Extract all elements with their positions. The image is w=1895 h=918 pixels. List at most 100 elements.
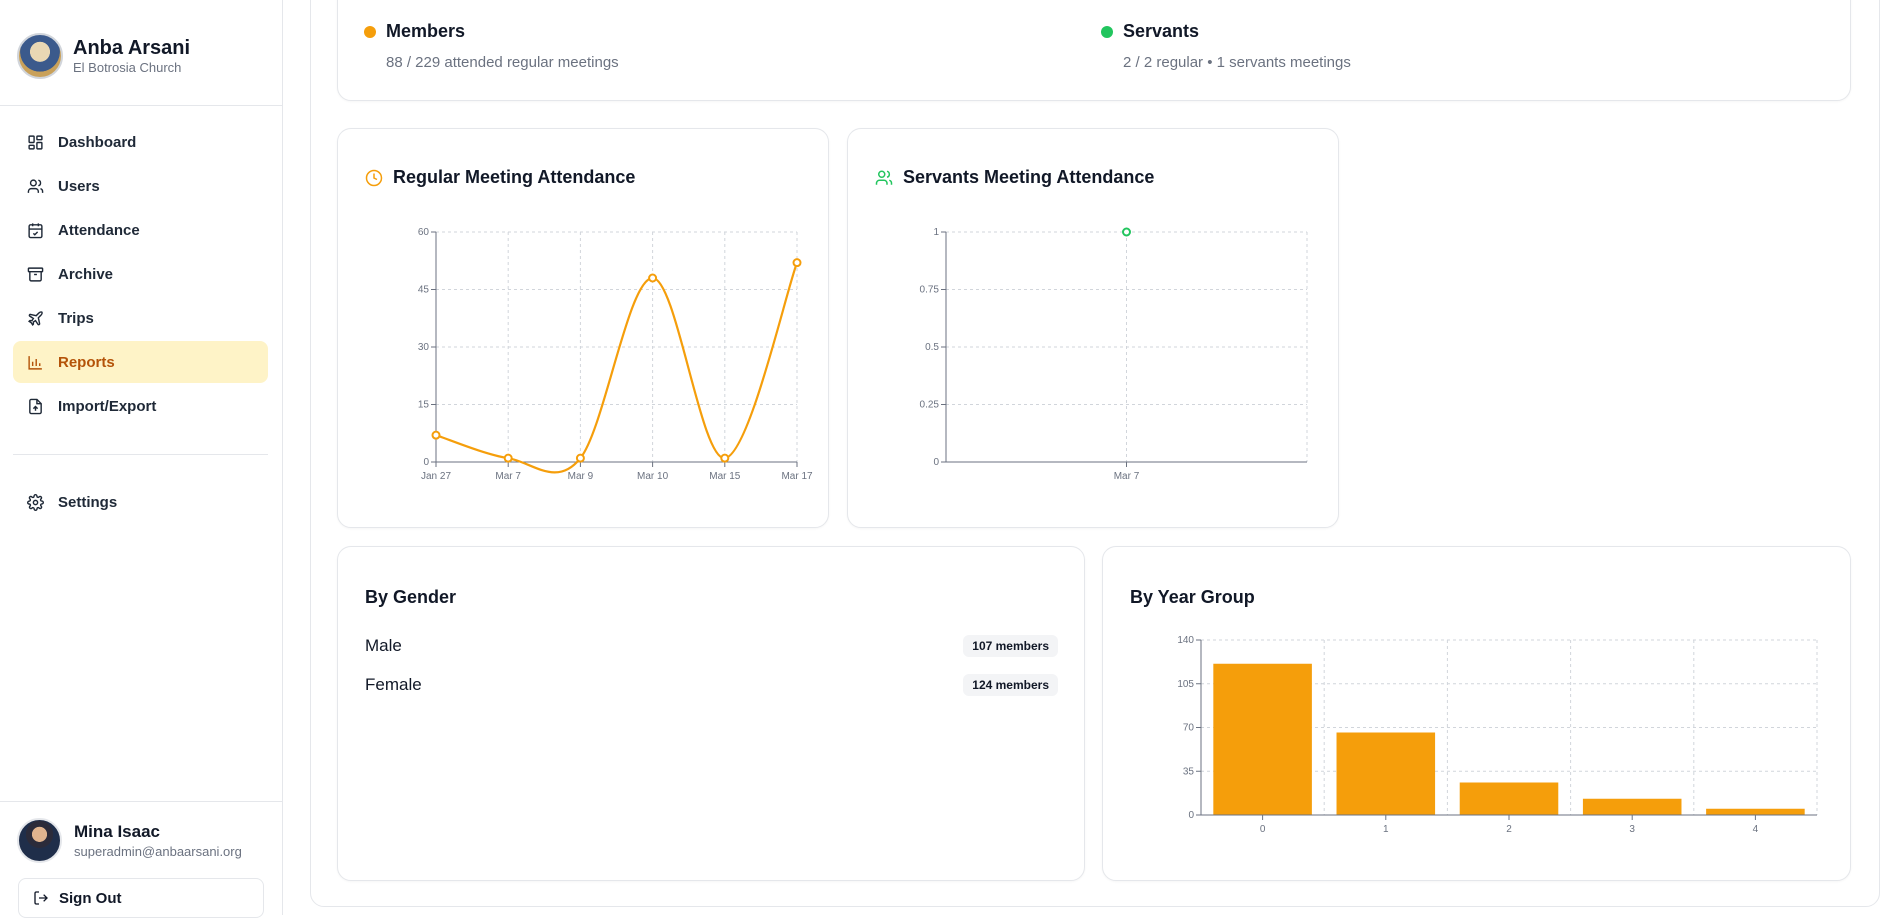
members-dot-icon [364, 25, 376, 38]
sidebar-nav: Dashboard Users Attendance Archive Trips… [13, 121, 268, 429]
data-point [648, 273, 658, 283]
sidebar-item-attendance[interactable]: Attendance [13, 209, 268, 251]
x-tick-label: 3 [1629, 824, 1635, 835]
sign-out-label: Sign Out [59, 889, 122, 907]
x-tick-label: Mar 9 [568, 471, 594, 482]
attendance-summary-card: Members 88 / 229 attended regular meetin… [337, 0, 1851, 101]
gender-title: By Gender [365, 587, 457, 607]
x-tick-label: Mar 7 [1114, 471, 1140, 482]
users-icon [875, 170, 893, 185]
y-tick-label: 0 [423, 457, 429, 468]
y-tick-label: 0.25 [920, 400, 940, 411]
bar [1213, 663, 1312, 815]
sidebar: Anba Arsani El Botrosia Church Dashboard… [0, 0, 283, 918]
bar [1336, 732, 1436, 815]
x-tick-label: Mar 15 [709, 471, 741, 482]
members-subtitle: 88 / 229 attended regular meetings [386, 54, 619, 71]
servants-meeting-title: Servants Meeting Attendance [903, 167, 1155, 187]
users-icon [27, 178, 44, 193]
sidebar-divider [0, 105, 283, 106]
plane-icon [28, 310, 43, 326]
sidebar-item-trips[interactable]: Trips [13, 297, 268, 339]
gender-row-male: Male 107 members [365, 635, 1058, 657]
servants-title: Servants [1123, 21, 1200, 41]
count-badge: 107 members [963, 635, 1058, 657]
x-tick-label: Jan 27 [421, 471, 451, 482]
x-tick-label: 1 [1383, 824, 1389, 835]
gender-label: Male [365, 636, 402, 655]
regular-meeting-title: Regular Meeting Attendance [393, 167, 636, 187]
servants-meeting-card: Servants Meeting Attendance 0 0.25 0.5 0.75… [847, 128, 1339, 528]
sidebar-item-dashboard[interactable]: Dashboard [13, 121, 268, 163]
brand-title: Anba Arsani [73, 37, 191, 59]
sidebar-item-label: Settings [58, 493, 118, 511]
data-point [575, 453, 585, 463]
sidebar-item-users[interactable]: Users [13, 165, 268, 207]
servants-meeting-chart: 0 0.25 0.5 0.75 1 Mar 7 [920, 227, 1308, 482]
y-tick-label: 0.75 [920, 285, 940, 296]
sidebar-item-reports[interactable]: Reports [13, 341, 268, 383]
members-title: Members [386, 21, 466, 41]
clock-icon [365, 169, 383, 186]
servants-summary: Servants 2 / 2 regular • 1 servants meet… [1101, 21, 1351, 71]
sidebar-item-label: Attendance [58, 221, 140, 239]
log-out-icon [34, 891, 48, 905]
x-tick-label: 2 [1506, 824, 1512, 835]
regular-meeting-chart: 0 15 30 45 60 Jan 27 Mar 7 Mar 9 Mar 10 Mar 15 Mar… [418, 227, 813, 482]
dashboard-icon [28, 134, 43, 150]
members-summary: Members 88 / 229 attended regular meetin… [364, 21, 619, 71]
sidebar-item-label: Dashboard [58, 133, 137, 151]
year-group-title: By Year Group [1130, 587, 1255, 607]
bar [1706, 808, 1805, 815]
y-tick-label: 45 [418, 285, 430, 296]
sidebar-item-settings[interactable]: Settings [13, 481, 268, 523]
sidebar-item-archive[interactable]: Archive [13, 253, 268, 295]
archive-icon [27, 266, 44, 282]
y-tick-label: 105 [1177, 679, 1194, 690]
data-point [503, 453, 513, 463]
calendar-check-icon [28, 222, 43, 238]
year-group-card: By Year Group 0 35 70 105 140 0 1 2 3 4 [1102, 546, 1851, 881]
church-logo [17, 33, 63, 79]
x-tick-label: Mar 7 [495, 471, 521, 482]
user-profile[interactable]: Mina Isaac superadmin@anbaarsani.org [17, 818, 242, 863]
user-email: superadmin@anbaarsani.org [74, 843, 242, 859]
y-tick-label: 0 [933, 457, 939, 468]
x-tick-label: 0 [1260, 824, 1266, 835]
reports-panel [310, 0, 1880, 907]
gender-label: Female [365, 675, 422, 694]
sidebar-divider-bottom [0, 801, 283, 802]
y-tick-label: 70 [1183, 723, 1195, 734]
sidebar-item-import-export[interactable]: Import/Export [13, 385, 268, 427]
servants-subtitle: 2 / 2 regular • 1 servants meetings [1123, 54, 1351, 71]
nav-divider [13, 454, 268, 455]
sidebar-item-label: Trips [58, 309, 94, 327]
y-tick-label: 1 [933, 227, 939, 238]
gender-row-female: Female 124 members [365, 674, 1058, 696]
servants-dot-icon [1101, 25, 1113, 38]
series-line [435, 262, 799, 474]
x-tick-label: Mar 17 [781, 471, 813, 482]
y-tick-label: 0.5 [925, 342, 939, 353]
regular-meeting-card: Regular Meeting Attendance 0 15 30 45 60 Jan … [337, 128, 829, 528]
y-tick-label: 35 [1183, 766, 1195, 777]
sidebar-item-label: Archive [58, 265, 114, 283]
file-upload-icon [29, 398, 42, 414]
data-point [1122, 227, 1131, 237]
brand[interactable]: Anba Arsani El Botrosia Church [17, 31, 267, 81]
sidebar-item-label: Import/Export [58, 397, 157, 415]
sign-out-button[interactable]: Sign Out [18, 878, 264, 918]
gender-card: By Gender Male 107 members Female 124 me… [337, 546, 1085, 881]
sidebar-item-label: Reports [58, 353, 115, 371]
y-tick-label: 0 [1188, 810, 1194, 821]
brand-subtitle: El Botrosia Church [73, 60, 182, 75]
bar-chart-icon [28, 355, 42, 370]
gear-icon [27, 493, 44, 511]
count-badge: 124 members [963, 674, 1058, 696]
y-tick-label: 140 [1177, 635, 1194, 646]
x-tick-label: Mar 10 [637, 471, 669, 482]
x-tick-label: 4 [1753, 824, 1759, 835]
data-point [720, 453, 730, 463]
data-point [792, 258, 802, 268]
avatar [17, 818, 62, 863]
